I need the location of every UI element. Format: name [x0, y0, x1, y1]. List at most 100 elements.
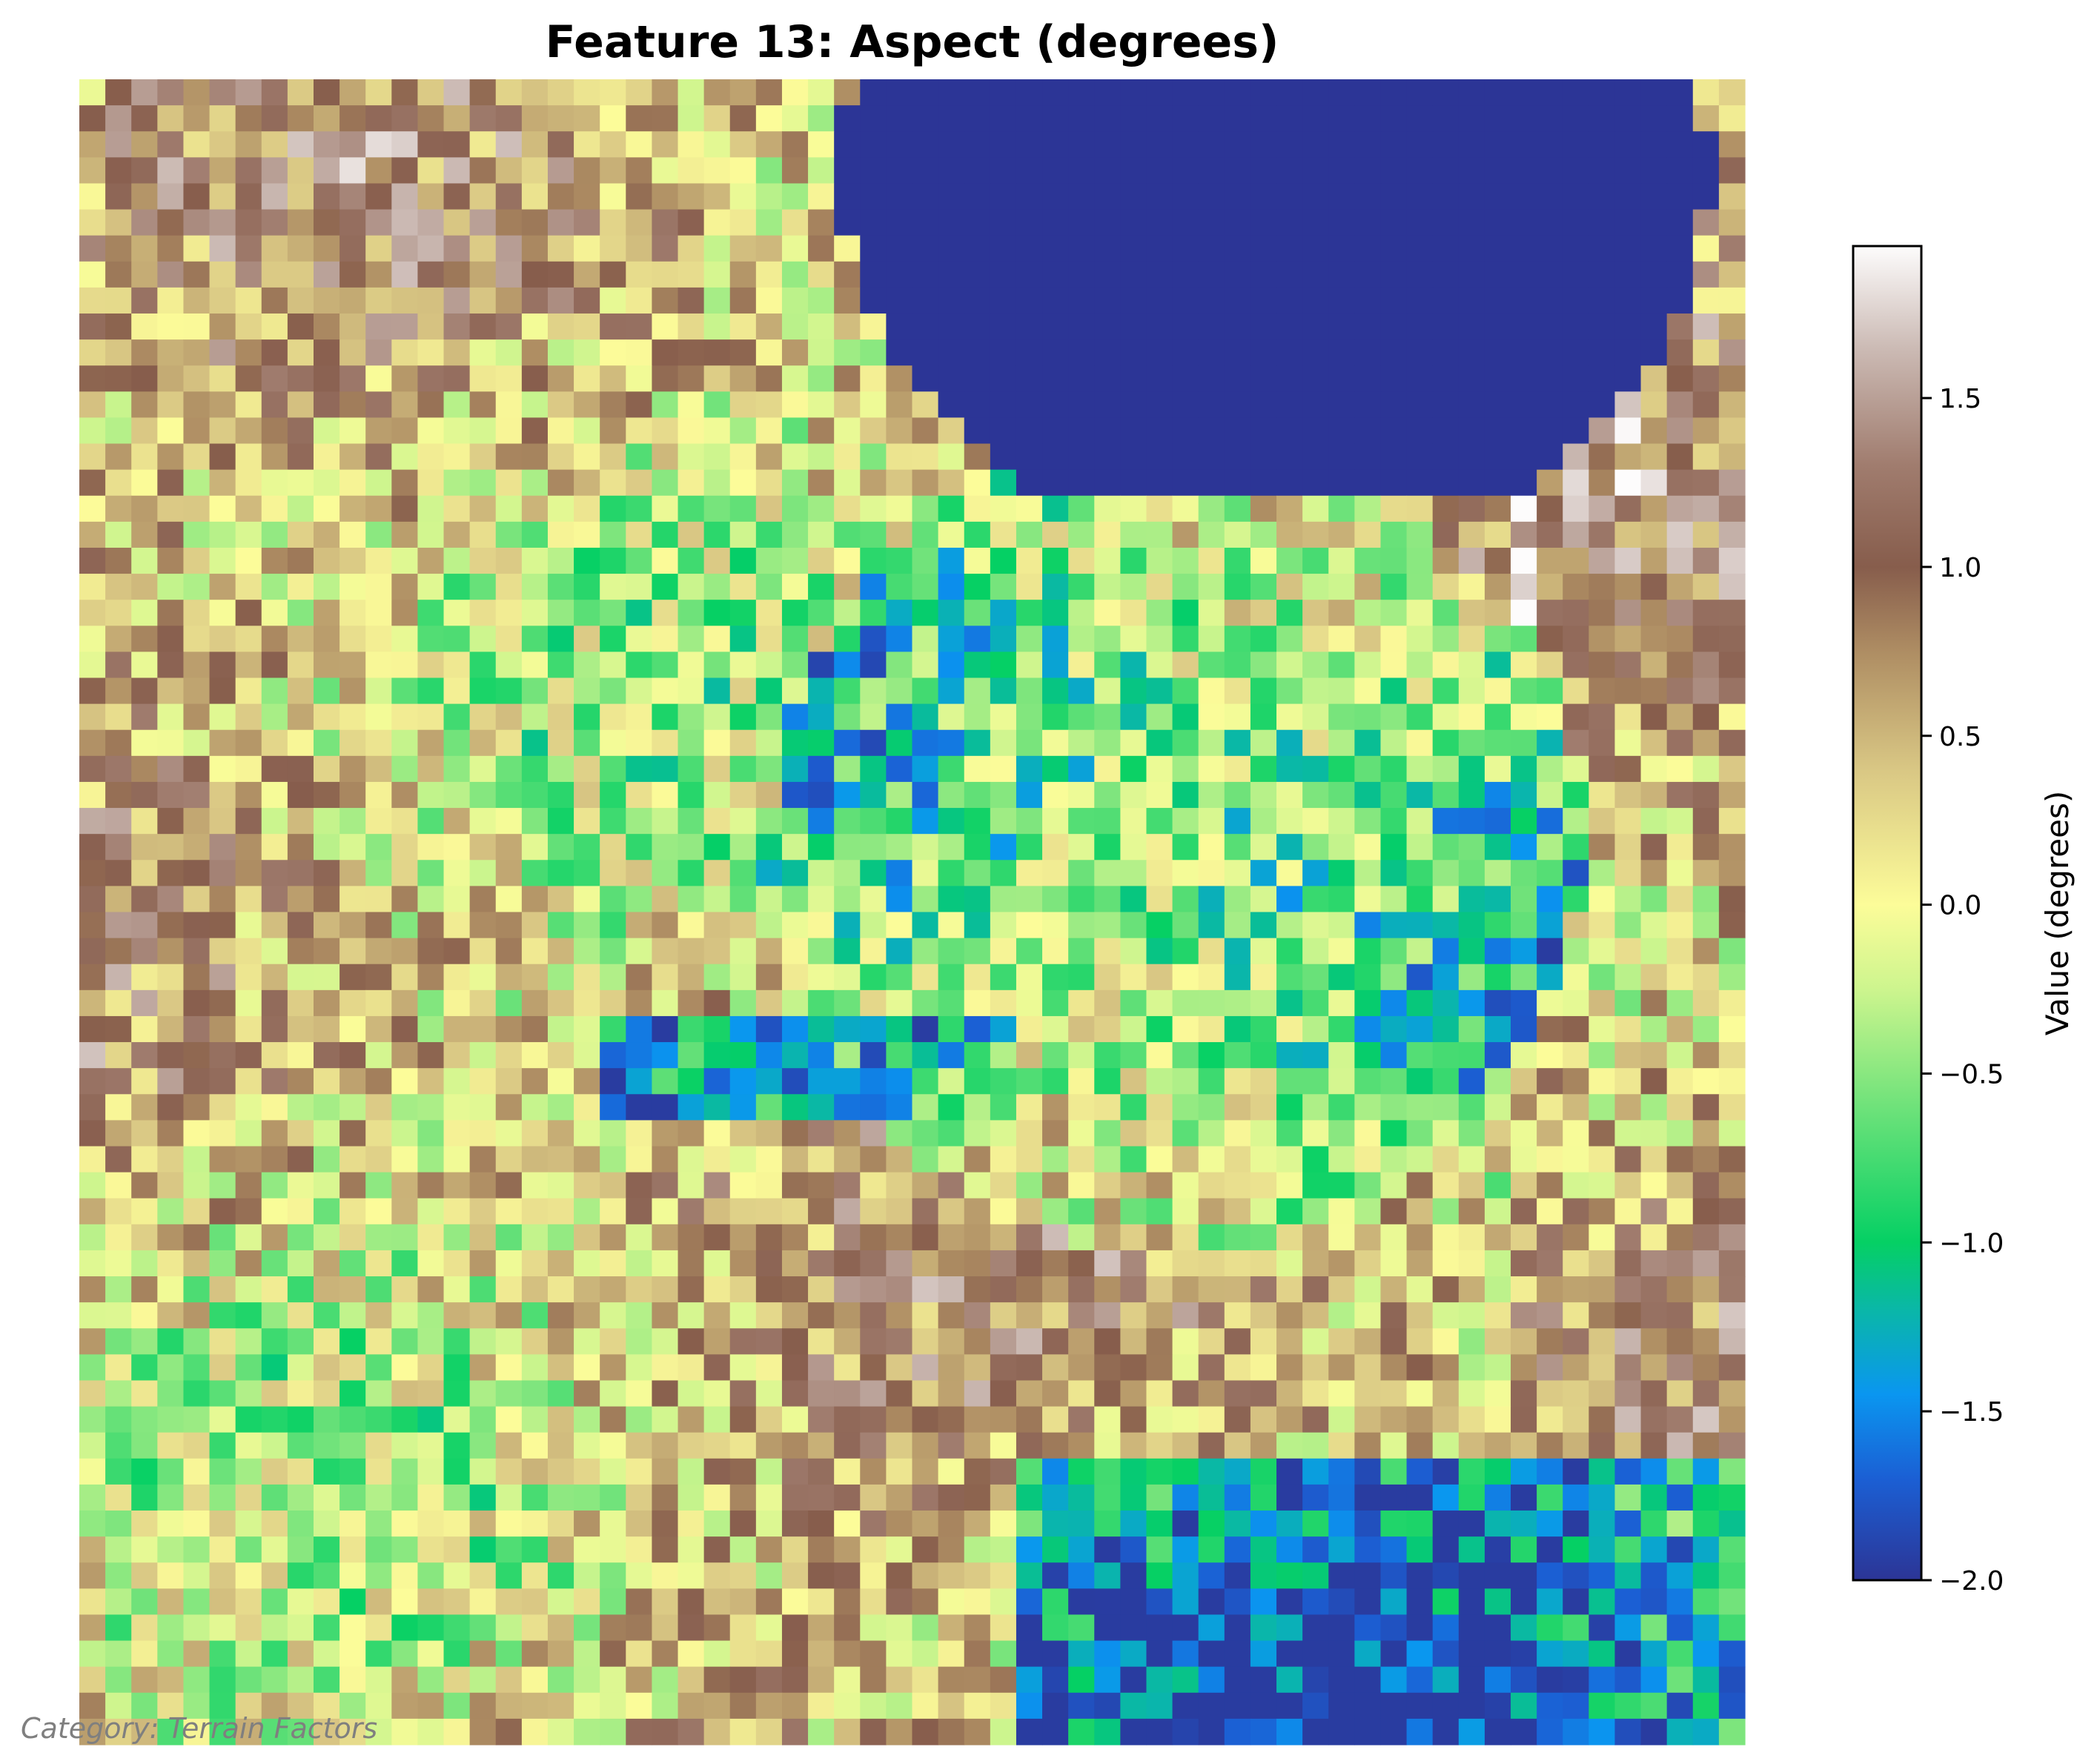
heatmap-cell: [1458, 1484, 1485, 1511]
heatmap-cell: [547, 287, 574, 314]
heatmap-cell: [574, 938, 600, 965]
heatmap-cell: [235, 1068, 262, 1095]
heatmap-cell: [1614, 1328, 1642, 1355]
heatmap-cell: [574, 105, 600, 132]
heatmap-cell: [1276, 755, 1303, 783]
heatmap-cell: [1250, 755, 1277, 783]
heatmap-cell: [781, 600, 809, 626]
heatmap-cell: [678, 79, 705, 106]
heatmap-cell: [626, 989, 653, 1017]
heatmap-cell: [808, 157, 835, 185]
heatmap-cell: [1563, 1432, 1589, 1459]
heatmap-cell: [339, 574, 366, 600]
heatmap-cell: [1640, 1094, 1668, 1121]
heatmap-cell: [1640, 860, 1668, 886]
heatmap-cell: [1094, 703, 1121, 731]
heatmap-cell: [469, 1380, 497, 1407]
heatmap-cell: [1718, 287, 1746, 314]
heatmap-cell: [808, 1588, 835, 1616]
heatmap-cell: [652, 886, 679, 913]
heatmap-cell: [1068, 1042, 1095, 1069]
heatmap-cell: [1692, 1432, 1720, 1459]
heatmap-cell: [1172, 339, 1199, 366]
heatmap-cell: [261, 860, 288, 886]
heatmap-cell: [1589, 1511, 1616, 1537]
heatmap-cell: [235, 781, 262, 809]
heatmap-cell: [287, 1640, 314, 1668]
heatmap-cell: [1718, 626, 1746, 653]
heatmap-cell: [1068, 1614, 1095, 1642]
heatmap-cell: [678, 339, 705, 366]
heatmap-cell: [886, 912, 913, 939]
heatmap-cell: [1511, 1614, 1537, 1642]
heatmap-cell: [600, 209, 626, 236]
heatmap-cell: [469, 1250, 497, 1277]
heatmap-cell: [443, 677, 471, 705]
heatmap-cell: [1640, 443, 1668, 471]
heatmap-cell: [1068, 79, 1095, 106]
heatmap-cell: [1692, 886, 1720, 913]
heatmap-cell: [235, 651, 262, 679]
heatmap-cell: [938, 1692, 965, 1720]
heatmap-cell: [781, 105, 809, 132]
heatmap-cell: [157, 1172, 185, 1199]
heatmap-cell: [1614, 886, 1642, 913]
heatmap-cell: [1302, 989, 1329, 1017]
heatmap-cell: [626, 651, 653, 679]
heatmap-cell: [131, 79, 158, 106]
heatmap-cell: [1120, 79, 1147, 106]
heatmap-cell: [365, 1354, 392, 1382]
heatmap-cell: [781, 1198, 809, 1225]
heatmap-cell: [1094, 339, 1121, 366]
heatmap-cell: [183, 1484, 211, 1511]
heatmap-cell: [1094, 860, 1121, 886]
heatmap-cell: [547, 261, 574, 288]
heatmap-cell: [1406, 1015, 1434, 1043]
heatmap-cell: [1718, 886, 1746, 913]
heatmap-cell: [1146, 677, 1173, 705]
heatmap-cell: [964, 1172, 991, 1199]
heatmap-cell: [1614, 1614, 1642, 1642]
heatmap-cell: [860, 1484, 887, 1511]
heatmap-cell: [860, 755, 887, 783]
heatmap-cell: [521, 834, 549, 861]
heatmap-cell: [729, 1328, 757, 1355]
heatmap-cell: [1120, 313, 1147, 340]
heatmap-cell: [1614, 703, 1642, 731]
heatmap-cell: [1640, 1302, 1668, 1329]
heatmap-cell: [626, 1562, 653, 1589]
heatmap-cell: [1484, 600, 1511, 626]
heatmap-cell: [1302, 1380, 1329, 1407]
heatmap-cell: [547, 626, 574, 653]
heatmap-cell: [1302, 1302, 1329, 1329]
heatmap-cell: [1094, 209, 1121, 236]
heatmap-cell: [860, 261, 887, 288]
heatmap-cell: [1614, 1640, 1642, 1668]
heatmap-cell: [469, 1458, 497, 1485]
heatmap-cell: [1718, 1718, 1746, 1745]
heatmap-cell: [1146, 729, 1173, 757]
heatmap-cell: [1250, 808, 1277, 835]
heatmap-cell: [547, 729, 574, 757]
heatmap-cell: [339, 600, 366, 626]
heatmap-cell: [1432, 1406, 1460, 1433]
heatmap-cell: [1718, 365, 1746, 392]
heatmap-cell: [1537, 1640, 1563, 1668]
heatmap-cell: [1511, 1640, 1537, 1668]
heatmap-cell: [235, 834, 262, 861]
heatmap-cell: [235, 703, 262, 731]
heatmap-cell: [1302, 755, 1329, 783]
heatmap-cell: [860, 1120, 887, 1147]
heatmap-cell: [1614, 183, 1642, 210]
heatmap-cell: [1302, 912, 1329, 939]
heatmap-cell: [183, 1380, 211, 1407]
heatmap-cell: [990, 1250, 1017, 1277]
heatmap-cell: [157, 1406, 185, 1433]
heatmap-cell: [287, 651, 314, 679]
heatmap-cell: [313, 860, 340, 886]
heatmap-cell: [808, 1328, 835, 1355]
heatmap-cell: [547, 1042, 574, 1069]
heatmap-cell: [1614, 1276, 1642, 1303]
heatmap-cell: [1146, 1224, 1173, 1251]
heatmap-cell: [808, 1562, 835, 1589]
